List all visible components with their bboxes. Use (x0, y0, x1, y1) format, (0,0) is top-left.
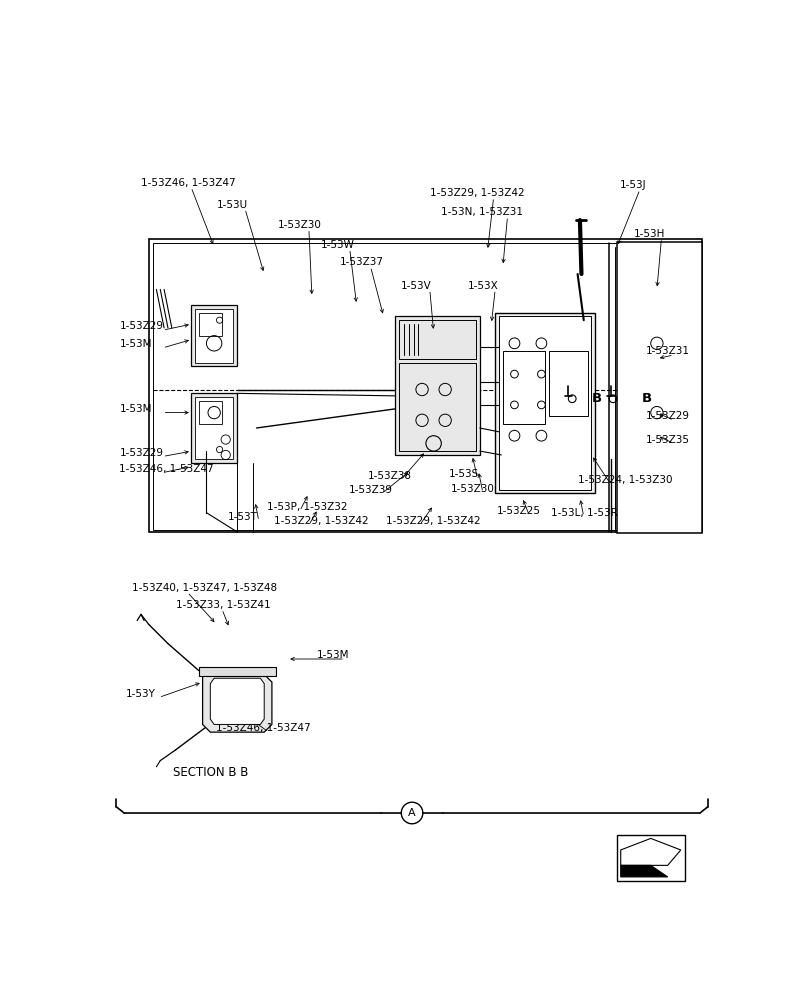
Text: 1-53Z35: 1-53Z35 (645, 435, 688, 445)
Text: 1-53X: 1-53X (467, 281, 499, 291)
Text: 1-53W: 1-53W (320, 240, 354, 250)
Polygon shape (210, 678, 264, 724)
Text: A: A (408, 808, 415, 818)
Text: 1-53N, 1-53Z31: 1-53N, 1-53Z31 (441, 207, 523, 217)
Polygon shape (620, 838, 680, 865)
Polygon shape (202, 674, 271, 732)
Bar (499, 316, 591, 490)
Bar (191, 393, 237, 463)
Bar (194, 397, 233, 459)
Bar (198, 401, 222, 424)
Text: 1-53M: 1-53M (316, 650, 349, 660)
Text: 1-53Z46, 1-53Z47: 1-53Z46, 1-53Z47 (216, 723, 311, 733)
Text: 1-53P, 1-53Z32: 1-53P, 1-53Z32 (266, 502, 347, 512)
Text: 1-53Z29: 1-53Z29 (645, 411, 688, 421)
Text: B: B (641, 392, 650, 405)
Text: 1-53M: 1-53M (120, 339, 152, 349)
Bar (398, 320, 475, 359)
Text: 1-53Y: 1-53Y (125, 689, 155, 699)
Text: 1-53Z39: 1-53Z39 (349, 485, 393, 495)
Text: 1-53Z29, 1-53Z42: 1-53Z29, 1-53Z42 (430, 188, 524, 198)
Bar (503, 351, 544, 424)
Text: 1-53Z38: 1-53Z38 (368, 471, 412, 481)
Text: 1-53V: 1-53V (401, 281, 431, 291)
Text: 1-53Z40, 1-53Z47, 1-53Z48: 1-53Z40, 1-53Z47, 1-53Z48 (132, 583, 276, 593)
Text: 1-53Z46, 1-53Z47: 1-53Z46, 1-53Z47 (120, 464, 214, 474)
Bar (394, 316, 479, 455)
Text: 1-53Z24, 1-53Z30: 1-53Z24, 1-53Z30 (577, 475, 672, 485)
Text: 1-53T: 1-53T (228, 512, 258, 522)
Text: 1-53Z37: 1-53Z37 (339, 257, 383, 267)
Bar (398, 363, 475, 451)
Text: 1-53H: 1-53H (633, 229, 664, 239)
Text: 1-53Z29: 1-53Z29 (120, 321, 163, 331)
Text: 1-53Z25: 1-53Z25 (496, 506, 540, 516)
Text: 1-53Z29: 1-53Z29 (120, 448, 163, 458)
Text: 1-53M: 1-53M (120, 404, 152, 414)
Text: 1-53Z33, 1-53Z41: 1-53Z33, 1-53Z41 (175, 600, 270, 610)
Text: 1-53Z31: 1-53Z31 (645, 346, 688, 356)
Text: 1-53S: 1-53S (448, 469, 479, 479)
Text: 1-53Z30: 1-53Z30 (450, 484, 494, 494)
Bar (616, 242, 701, 533)
Polygon shape (620, 865, 666, 877)
Bar (191, 305, 237, 366)
Text: 1-53Z30: 1-53Z30 (278, 220, 321, 230)
Text: 1-53U: 1-53U (216, 200, 247, 210)
Bar (198, 312, 222, 336)
Bar (616, 835, 684, 881)
Text: 1-53Z29, 1-53Z42: 1-53Z29, 1-53Z42 (385, 516, 480, 526)
Text: 1-53L, 1-53R: 1-53L, 1-53R (551, 508, 618, 518)
Text: 1-53Z46, 1-53Z47: 1-53Z46, 1-53Z47 (141, 178, 235, 188)
Polygon shape (198, 667, 275, 676)
Text: SECTION B B: SECTION B B (173, 766, 248, 779)
Bar (149, 239, 701, 532)
Bar (495, 312, 594, 493)
Bar (153, 243, 695, 530)
Text: 1-53J: 1-53J (619, 180, 646, 190)
Bar (548, 351, 587, 416)
Text: B: B (592, 392, 601, 405)
Bar (194, 309, 233, 363)
Text: 1-53Z29, 1-53Z42: 1-53Z29, 1-53Z42 (274, 516, 369, 526)
